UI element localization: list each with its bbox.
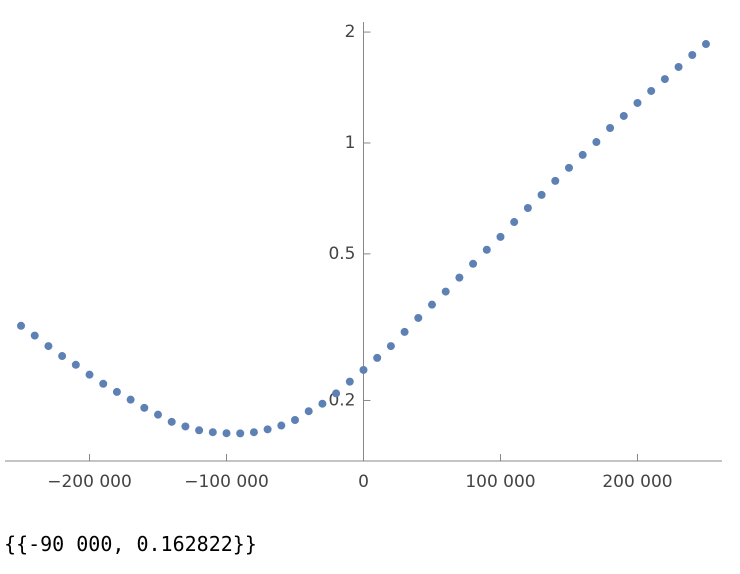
- y-tick-label: 1: [345, 133, 356, 153]
- point: [277, 421, 286, 430]
- y-tick-label: 2: [345, 22, 356, 42]
- point: [263, 425, 272, 434]
- point: [674, 62, 683, 71]
- point: [469, 259, 478, 268]
- x-tick-label: 100 000: [465, 472, 535, 492]
- point: [510, 218, 519, 227]
- point: [386, 342, 395, 351]
- point: [17, 321, 26, 330]
- point: [688, 51, 697, 60]
- point: [701, 40, 710, 49]
- x-tick-label: 200 000: [602, 472, 672, 492]
- point: [414, 313, 423, 322]
- point: [126, 395, 135, 404]
- point: [373, 353, 382, 362]
- point: [619, 111, 628, 120]
- point: [647, 86, 656, 95]
- point: [482, 245, 491, 254]
- point: [291, 416, 300, 425]
- point: [99, 379, 108, 388]
- point: [30, 331, 39, 340]
- point: [660, 75, 669, 84]
- point: [359, 365, 368, 374]
- point: [318, 399, 327, 408]
- point: [222, 429, 231, 438]
- x-tick-label: −200 000: [47, 472, 132, 492]
- point: [345, 377, 354, 386]
- point: [181, 422, 190, 431]
- point: [455, 273, 464, 282]
- point: [304, 407, 313, 416]
- point: [249, 428, 258, 437]
- point: [551, 176, 560, 185]
- point: [154, 410, 163, 419]
- point: [71, 360, 80, 369]
- point: [441, 287, 450, 296]
- point: [537, 190, 546, 199]
- point: [564, 163, 573, 172]
- point: [606, 124, 615, 133]
- point: [167, 417, 176, 426]
- point: [208, 428, 217, 437]
- point: [578, 150, 587, 159]
- point: [58, 352, 67, 361]
- point: [112, 387, 121, 396]
- point: [592, 138, 601, 147]
- point: [195, 426, 204, 435]
- point: [496, 232, 505, 241]
- point: [44, 342, 53, 351]
- point: [427, 300, 436, 309]
- y-tick-label: 0.5: [328, 244, 355, 264]
- point: [236, 429, 245, 438]
- output-text: {{-90 000, 0.162822}}: [4, 532, 257, 556]
- x-tick-label: 0: [358, 472, 369, 492]
- x-tick-label: −100 000: [184, 472, 269, 492]
- point: [633, 98, 642, 107]
- point: [523, 204, 532, 213]
- point: [332, 389, 341, 398]
- point: [400, 327, 409, 336]
- point: [85, 370, 94, 379]
- point: [140, 403, 149, 412]
